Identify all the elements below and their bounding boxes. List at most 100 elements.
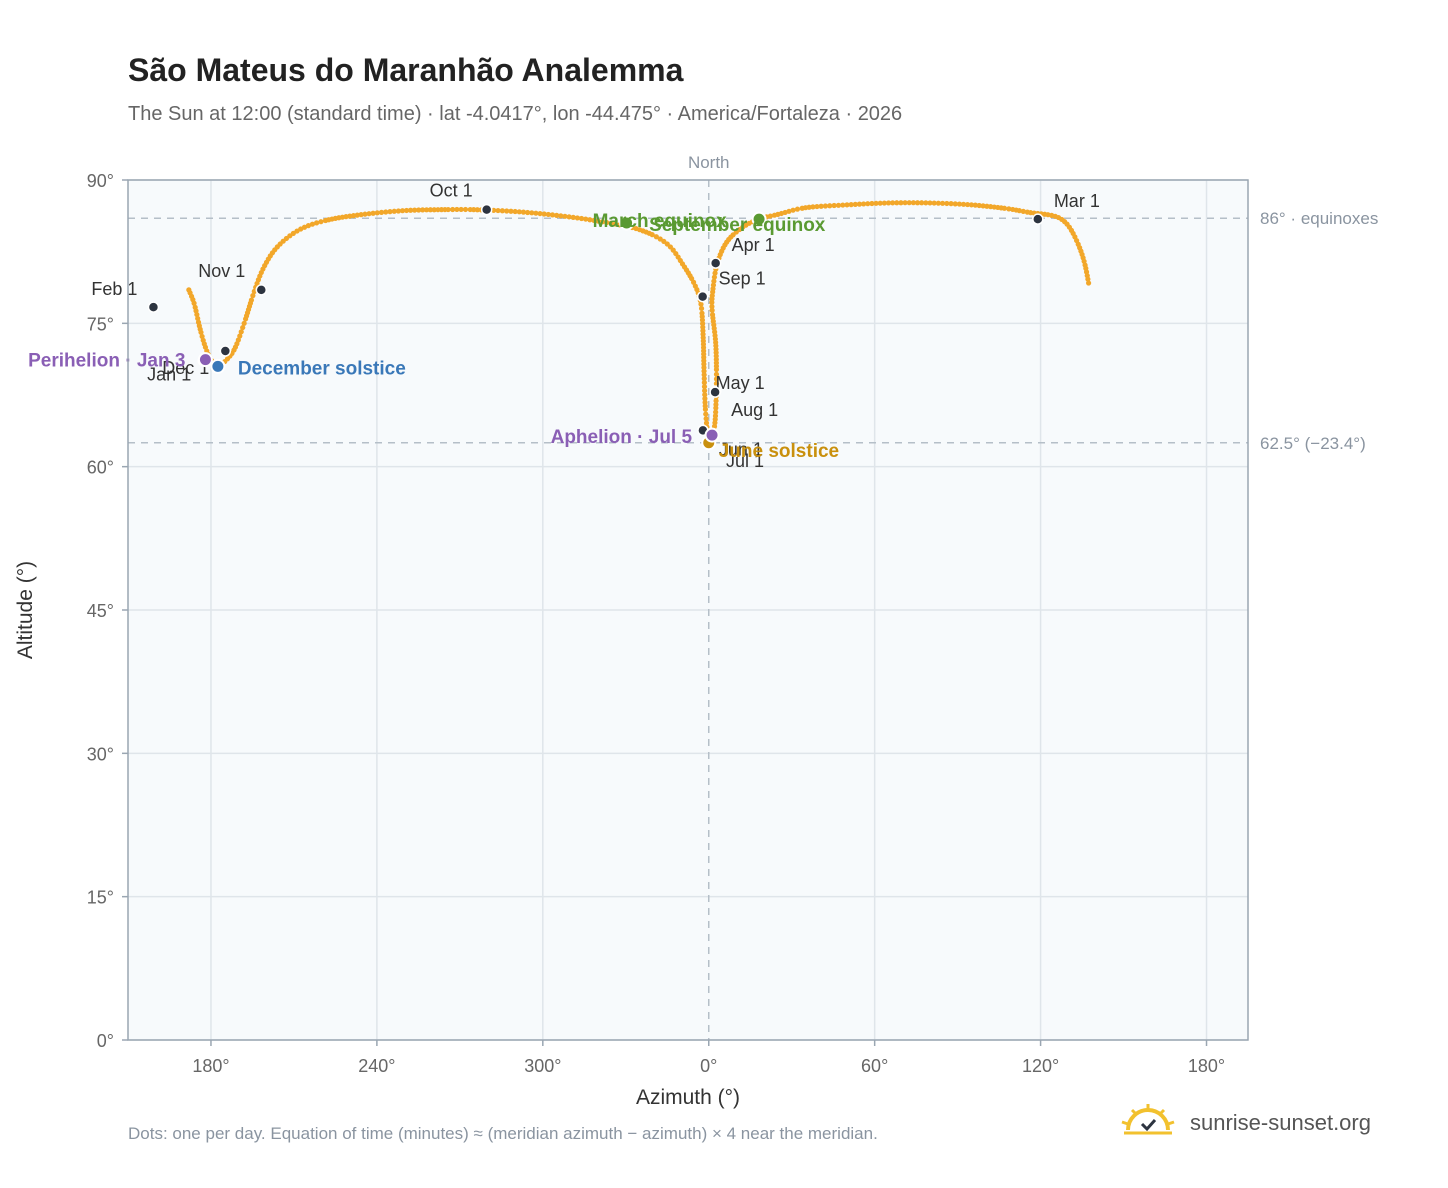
analemma-day-dot <box>701 372 707 378</box>
analemma-day-dot <box>890 200 896 206</box>
month-marker-label: Jan 1 <box>147 365 191 385</box>
month-marker-dot <box>255 284 268 296</box>
analemma-day-dot <box>570 214 576 220</box>
analemma-day-dot <box>711 274 718 280</box>
analemma-day-dot <box>250 293 256 299</box>
analemma-day-dot <box>313 220 320 226</box>
analemma-day-dot <box>1020 208 1026 215</box>
analemma-day-dot <box>713 409 719 415</box>
month-marker-dot <box>1032 213 1044 225</box>
x-tick-label: 0° <box>700 1056 717 1076</box>
analemma-day-dot <box>711 278 717 284</box>
analemma-day-dot <box>702 396 708 402</box>
analemma-day-dot <box>709 307 715 313</box>
analemma-day-dot <box>533 210 539 216</box>
analemma-day-dot <box>827 203 833 209</box>
y-tick-label: 0° <box>97 1031 114 1051</box>
analemma-day-dot <box>354 212 360 218</box>
analemma-day-dot <box>856 201 863 207</box>
analemma-day-dot <box>713 401 719 408</box>
event-marker-label: September equinox <box>649 215 826 236</box>
analemma-day-dot <box>712 413 719 419</box>
analemma-day-dot <box>869 200 875 207</box>
analemma-day-dot <box>491 207 497 213</box>
analemma-day-dot <box>698 301 704 307</box>
analemma-day-dot <box>595 218 601 224</box>
analemma-day-dot <box>318 219 324 225</box>
analemma-day-dot <box>1001 205 1007 211</box>
analemma-day-dot <box>927 200 933 206</box>
analemma-day-dot <box>840 202 846 208</box>
analemma-day-dot <box>420 207 426 213</box>
analemma-day-dot <box>1006 206 1012 212</box>
analemma-day-dot <box>520 209 527 215</box>
month-marker-label: Jun 1 <box>719 439 763 459</box>
analemma-day-dot <box>844 202 850 208</box>
analemma-day-dot <box>790 207 796 213</box>
y-tick-label: 60° <box>87 458 114 478</box>
analemma-day-dot <box>701 380 707 386</box>
analemma-day-dot <box>474 207 480 213</box>
analemma-day-dot <box>831 202 837 209</box>
reference-lines: 86° · equinoxes 62.5° (−23.4°) <box>128 180 1378 1040</box>
analemma-day-dot <box>956 201 963 207</box>
analemma-day-dot <box>399 208 406 214</box>
month-marker-dot <box>696 290 709 303</box>
analemma-day-dot <box>713 381 720 387</box>
analemma-day-dot <box>980 203 986 209</box>
analemma-day-dot <box>713 371 720 377</box>
analemma-day-dot <box>885 200 892 206</box>
analemma-day-dot <box>301 224 308 230</box>
month-marker-label: Apr 1 <box>732 235 775 255</box>
analemma-day-dot <box>574 215 580 221</box>
analemma-day-dot <box>814 203 820 210</box>
analemma-day-dot <box>852 201 858 207</box>
x-tick-label: 60° <box>861 1056 888 1076</box>
analemma-day-dot <box>931 200 937 206</box>
analemma-day-dot <box>383 209 389 215</box>
analemma-day-dot <box>1086 280 1092 286</box>
y-tick-label: 15° <box>87 888 114 908</box>
analemma-day-dot <box>898 200 904 206</box>
analemma-day-dot <box>512 208 518 215</box>
y-axis-label: Altitude (°) <box>14 561 37 659</box>
analemma-day-dot <box>649 232 655 238</box>
analemma-day-dot <box>612 221 618 227</box>
month-marker-dot <box>147 301 160 313</box>
analemma-day-dot <box>583 216 589 222</box>
analemma-day-dot <box>545 211 551 218</box>
analemma-day-dot <box>458 206 464 213</box>
analemma-day-dot <box>960 201 967 207</box>
analemma-day-dot <box>435 207 441 213</box>
event-marker-dot <box>704 427 720 443</box>
analemma-day-dot <box>412 207 418 213</box>
analemma-day-dot <box>554 212 560 218</box>
analemma-day-dot <box>939 200 946 206</box>
analemma-day-dot <box>702 392 708 398</box>
analemma-day-dot <box>822 203 829 209</box>
analemma-day-dot <box>786 208 792 214</box>
x-tick-label: 240° <box>358 1056 395 1076</box>
analemma-day-dot <box>713 376 720 382</box>
analemma-day-dot <box>877 200 883 206</box>
analemma-day-dot <box>445 206 451 213</box>
analemma-day-dot <box>604 219 610 226</box>
analemma-day-dot <box>416 207 422 213</box>
event-marker-dot <box>619 215 635 231</box>
analemma-day-dot <box>709 312 716 318</box>
y-axis-ticks: 0° 15° 30° 45° 60° 75° 90° <box>87 171 128 1051</box>
month-marker-label: Oct 1 <box>430 181 473 201</box>
analemma-day-dot <box>818 203 824 209</box>
analemma-day-dot <box>794 206 801 212</box>
month-marker-label: Feb 1 <box>91 279 137 299</box>
analemma-day-dot <box>698 305 705 312</box>
analemma-day-dot <box>701 368 707 374</box>
analemma-day-dot <box>450 206 456 213</box>
analemma-day-dot <box>499 208 505 214</box>
analemma-day-dot <box>767 213 773 219</box>
brand[interactable]: sunrise-sunset.org <box>1120 1102 1371 1143</box>
reference-line-label: 62.5° (−23.4°) <box>1260 434 1366 453</box>
analemma-day-dot <box>710 282 717 288</box>
